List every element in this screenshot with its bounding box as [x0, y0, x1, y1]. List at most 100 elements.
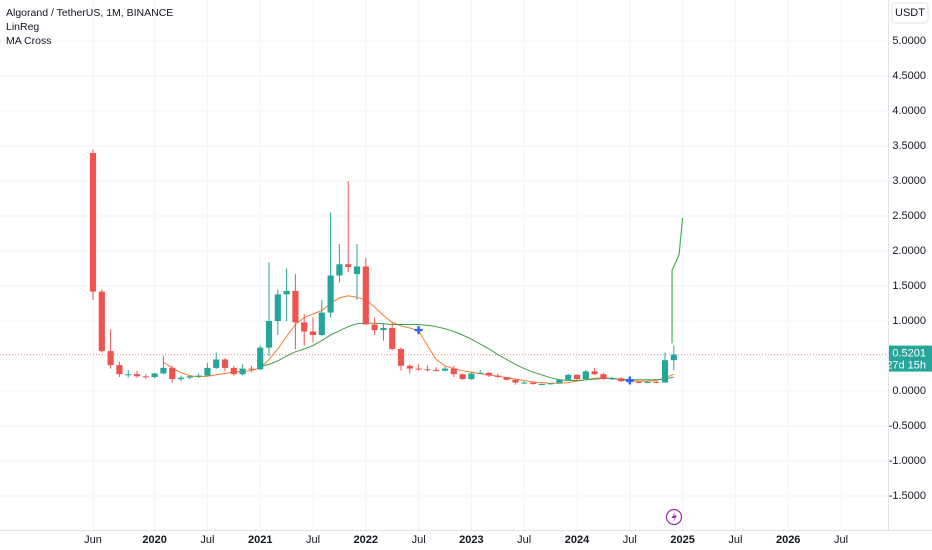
candle-body [389, 327, 396, 349]
event-bolt [671, 511, 677, 523]
candle-body [107, 351, 114, 366]
candle-body [309, 331, 317, 335]
x-tick-label: 2021 [248, 534, 272, 546]
candle-body [213, 359, 220, 368]
chart-title: Algorand / TetherUS, 1M, BINANCE [6, 7, 173, 19]
candle-body [635, 381, 642, 383]
y-tick-label: -1.5000 [889, 490, 926, 502]
y-tick-label: 1.5000 [892, 280, 926, 292]
y-tick-label: 2.5000 [892, 210, 926, 222]
candle-body [327, 275, 334, 313]
candle-body [609, 378, 616, 380]
y-tick-label: -0.5000 [889, 420, 926, 432]
candle-body [353, 266, 361, 275]
y-tick-label: -1.0000 [889, 455, 926, 467]
y-tick-label: 3.0000 [892, 175, 926, 187]
candle-body [406, 365, 413, 369]
candle-body [450, 368, 457, 375]
candle-body [362, 266, 369, 325]
candle-body [494, 375, 501, 377]
candle-body [283, 290, 290, 295]
candle-body [160, 367, 167, 374]
candle-body [371, 324, 378, 331]
currency-box[interactable] [891, 2, 929, 24]
currency-label[interactable]: USDT [895, 7, 925, 19]
candle-body [503, 376, 510, 380]
x-tick-label: Jul [728, 534, 742, 546]
y-tick-label: 4.0000 [892, 105, 926, 117]
candle-body [538, 383, 545, 385]
candle-body [301, 322, 308, 332]
x-tick-label: Jun [84, 534, 102, 546]
y-tick-label: 5.0000 [892, 35, 926, 47]
linreg-line [671, 218, 684, 344]
candle-body [441, 368, 449, 371]
candle-body [169, 367, 176, 380]
candle-body [477, 372, 484, 374]
last-price-label: 0.5201 [892, 347, 926, 359]
candle-body [617, 378, 625, 382]
y-tick-label: 0.0000 [892, 385, 926, 397]
candle-body [248, 368, 255, 370]
candle-body [116, 365, 123, 375]
candle-body [600, 374, 607, 380]
candle-body [221, 359, 229, 368]
candle-body [151, 373, 158, 377]
candle-body [186, 376, 193, 378]
candle-body [468, 373, 475, 380]
candle-body [397, 348, 405, 366]
candle-body [177, 377, 185, 380]
x-tick-label: 2023 [459, 534, 483, 546]
indicator-label: LinReg [6, 21, 39, 33]
x-tick-label: Jul [834, 534, 848, 546]
candle-body [424, 369, 431, 371]
candle-body [257, 347, 264, 370]
candle-body [529, 382, 537, 384]
candle-body [512, 379, 519, 383]
candle-body [142, 376, 149, 378]
x-tick-label: Jul [412, 534, 426, 546]
x-tick-label: 2024 [565, 534, 590, 546]
candle-body [274, 294, 281, 321]
candle-body [556, 379, 563, 384]
candle-body [204, 367, 211, 376]
candle-body [98, 291, 105, 352]
cross-marker [414, 326, 423, 335]
last-price-box [889, 345, 932, 372]
candle-body [547, 383, 554, 385]
candle-body [380, 327, 387, 331]
candle-body [653, 381, 660, 383]
candle-body [345, 264, 352, 268]
candle-body [433, 369, 440, 371]
candle-body [661, 360, 669, 383]
candle-body [670, 354, 677, 361]
candle-body [591, 371, 598, 375]
candle-body [573, 374, 581, 380]
cross-marker [625, 376, 634, 385]
candle-body [265, 320, 273, 348]
candle-body [485, 372, 493, 376]
x-tick-label: 2020 [142, 534, 166, 546]
x-tick-label: Jul [517, 534, 531, 546]
candle-body [195, 375, 202, 377]
candle-body [318, 312, 325, 335]
countdown-label: 27d 15h [886, 359, 926, 371]
y-tick-label: 3.5000 [892, 140, 926, 152]
indicator-label: MA Cross [6, 35, 52, 47]
y-tick-label: 1.0000 [892, 315, 926, 327]
candle-body [292, 290, 299, 323]
x-tick-label: 2022 [354, 534, 378, 546]
candle-body [415, 368, 422, 370]
event-icon[interactable] [665, 508, 683, 526]
x-tick-label: Jul [306, 534, 320, 546]
candle-body [125, 374, 132, 376]
candle-body [89, 153, 97, 292]
x-tick-label: Jul [623, 534, 637, 546]
candle-body [521, 382, 528, 384]
candle-body [336, 264, 343, 276]
candle-body [459, 374, 466, 380]
x-tick-label: 2025 [670, 534, 694, 546]
